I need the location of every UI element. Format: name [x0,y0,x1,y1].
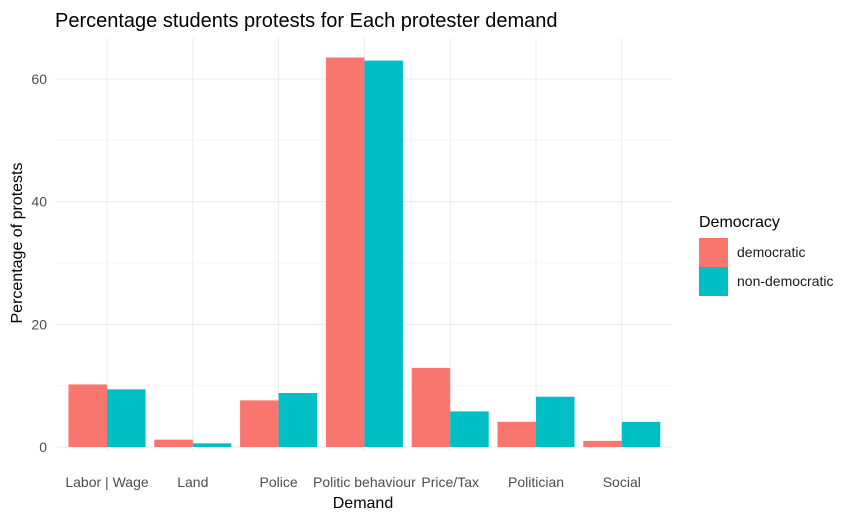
bar-democratic [325,57,365,448]
bar-democratic [583,440,622,447]
bar-non-democratic [192,443,232,447]
legend-label-non-democratic: non-democratic [737,273,834,289]
x-tick-label: Price/Tax [421,474,479,490]
bar-non-democratic [621,421,661,447]
x-axis-title: Demand [333,495,393,512]
y-tick-label: 20 [31,316,47,332]
y-tick-label: 60 [31,71,47,87]
y-axis-title: Percentage of protests [9,163,26,324]
x-axis-ticks: Labor | Wage Land Police Politic behaviour P… [65,474,641,490]
bar-non-democratic [536,396,575,447]
bar-non-democratic [364,60,403,447]
bar-non-democratic [107,389,146,447]
bar-democratic [411,367,451,447]
legend-label-democratic: democratic [737,244,805,260]
legend: Democracy democratic non-democratic [699,214,834,296]
x-tick-label: Politic behaviour [313,474,416,490]
x-tick-label: Police [260,474,298,490]
bar-democratic [68,384,107,447]
legend-swatch-non-democratic [699,267,728,296]
y-axis-ticks: 0 20 40 60 [31,71,47,455]
bars [68,57,661,448]
x-tick-label: Social [603,474,641,490]
bar-democratic [240,400,279,447]
chart-title: Percentage students protests for Each pr… [55,10,558,32]
bar-democratic [154,439,193,447]
y-tick-label: 40 [31,194,47,210]
bar-non-democratic [450,411,489,447]
legend-swatch-democratic [699,238,728,267]
bar-democratic [497,421,536,447]
x-tick-label: Politician [508,474,564,490]
legend-title: Democracy [699,214,780,231]
x-tick-label: Labor | Wage [65,474,148,490]
x-tick-label: Land [177,474,208,490]
bar-non-democratic [278,393,318,447]
y-tick-label: 0 [39,439,47,455]
